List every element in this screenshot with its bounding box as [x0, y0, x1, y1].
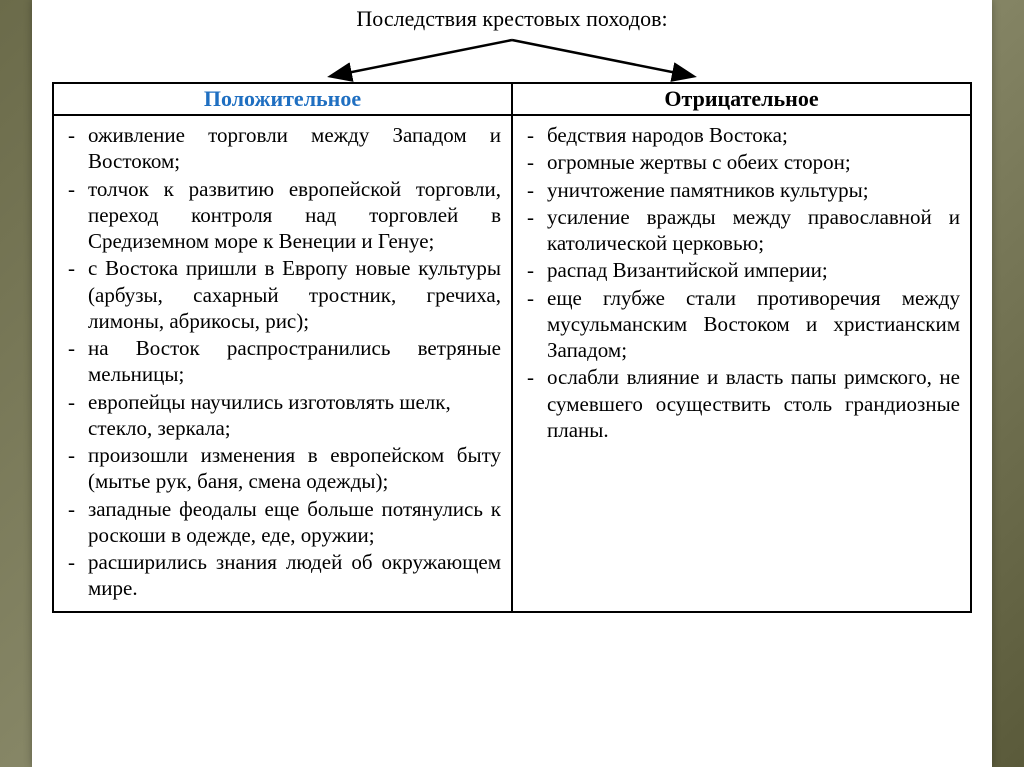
positive-header: Положительное [53, 83, 512, 115]
positive-item: на Восток распространились ветряные мель… [64, 335, 501, 388]
positive-item: с Востока пришли в Европу новые культуры… [64, 255, 501, 334]
negative-item: бедствия народов Востока; [523, 122, 960, 148]
negative-item: уничтожение памятников культуры; [523, 177, 960, 203]
positive-item: расширились знания людей об окружающем м… [64, 549, 501, 602]
arrows-svg [212, 38, 812, 82]
negative-list: бедствия народов Востока;огромные жертвы… [523, 122, 960, 443]
negative-item: распад Византийской империи; [523, 257, 960, 283]
positive-item: европейцы научились изготовлять шелк, ст… [64, 389, 501, 442]
branch-arrows [32, 38, 992, 82]
consequences-table: Положительное Отрицательное оживление то… [52, 82, 972, 613]
page: Последствия крестовых походов: Положител… [32, 0, 992, 767]
positive-item: произошли изменения в европейском быту (… [64, 442, 501, 495]
negative-cell: бедствия народов Востока;огромные жертвы… [512, 115, 971, 612]
positive-item: оживление торговли между Западом и Восто… [64, 122, 501, 175]
negative-item: еще глубже стали противоречия между мусу… [523, 285, 960, 364]
negative-header: Отрицательное [512, 83, 971, 115]
positive-cell: оживление торговли между Западом и Восто… [53, 115, 512, 612]
positive-item: западные феодалы еще больше потянулись к… [64, 496, 501, 549]
page-title: Последствия крестовых походов: [32, 0, 992, 38]
positive-item: толчок к развитию европейской торговли, … [64, 176, 501, 255]
negative-item: ослабли влияние и власть папы римского, … [523, 364, 960, 443]
negative-item: огромные жертвы с обеих сторон; [523, 149, 960, 175]
positive-list: оживление торговли между Западом и Восто… [64, 122, 501, 602]
negative-item: усиление вражды между православной и кат… [523, 204, 960, 257]
